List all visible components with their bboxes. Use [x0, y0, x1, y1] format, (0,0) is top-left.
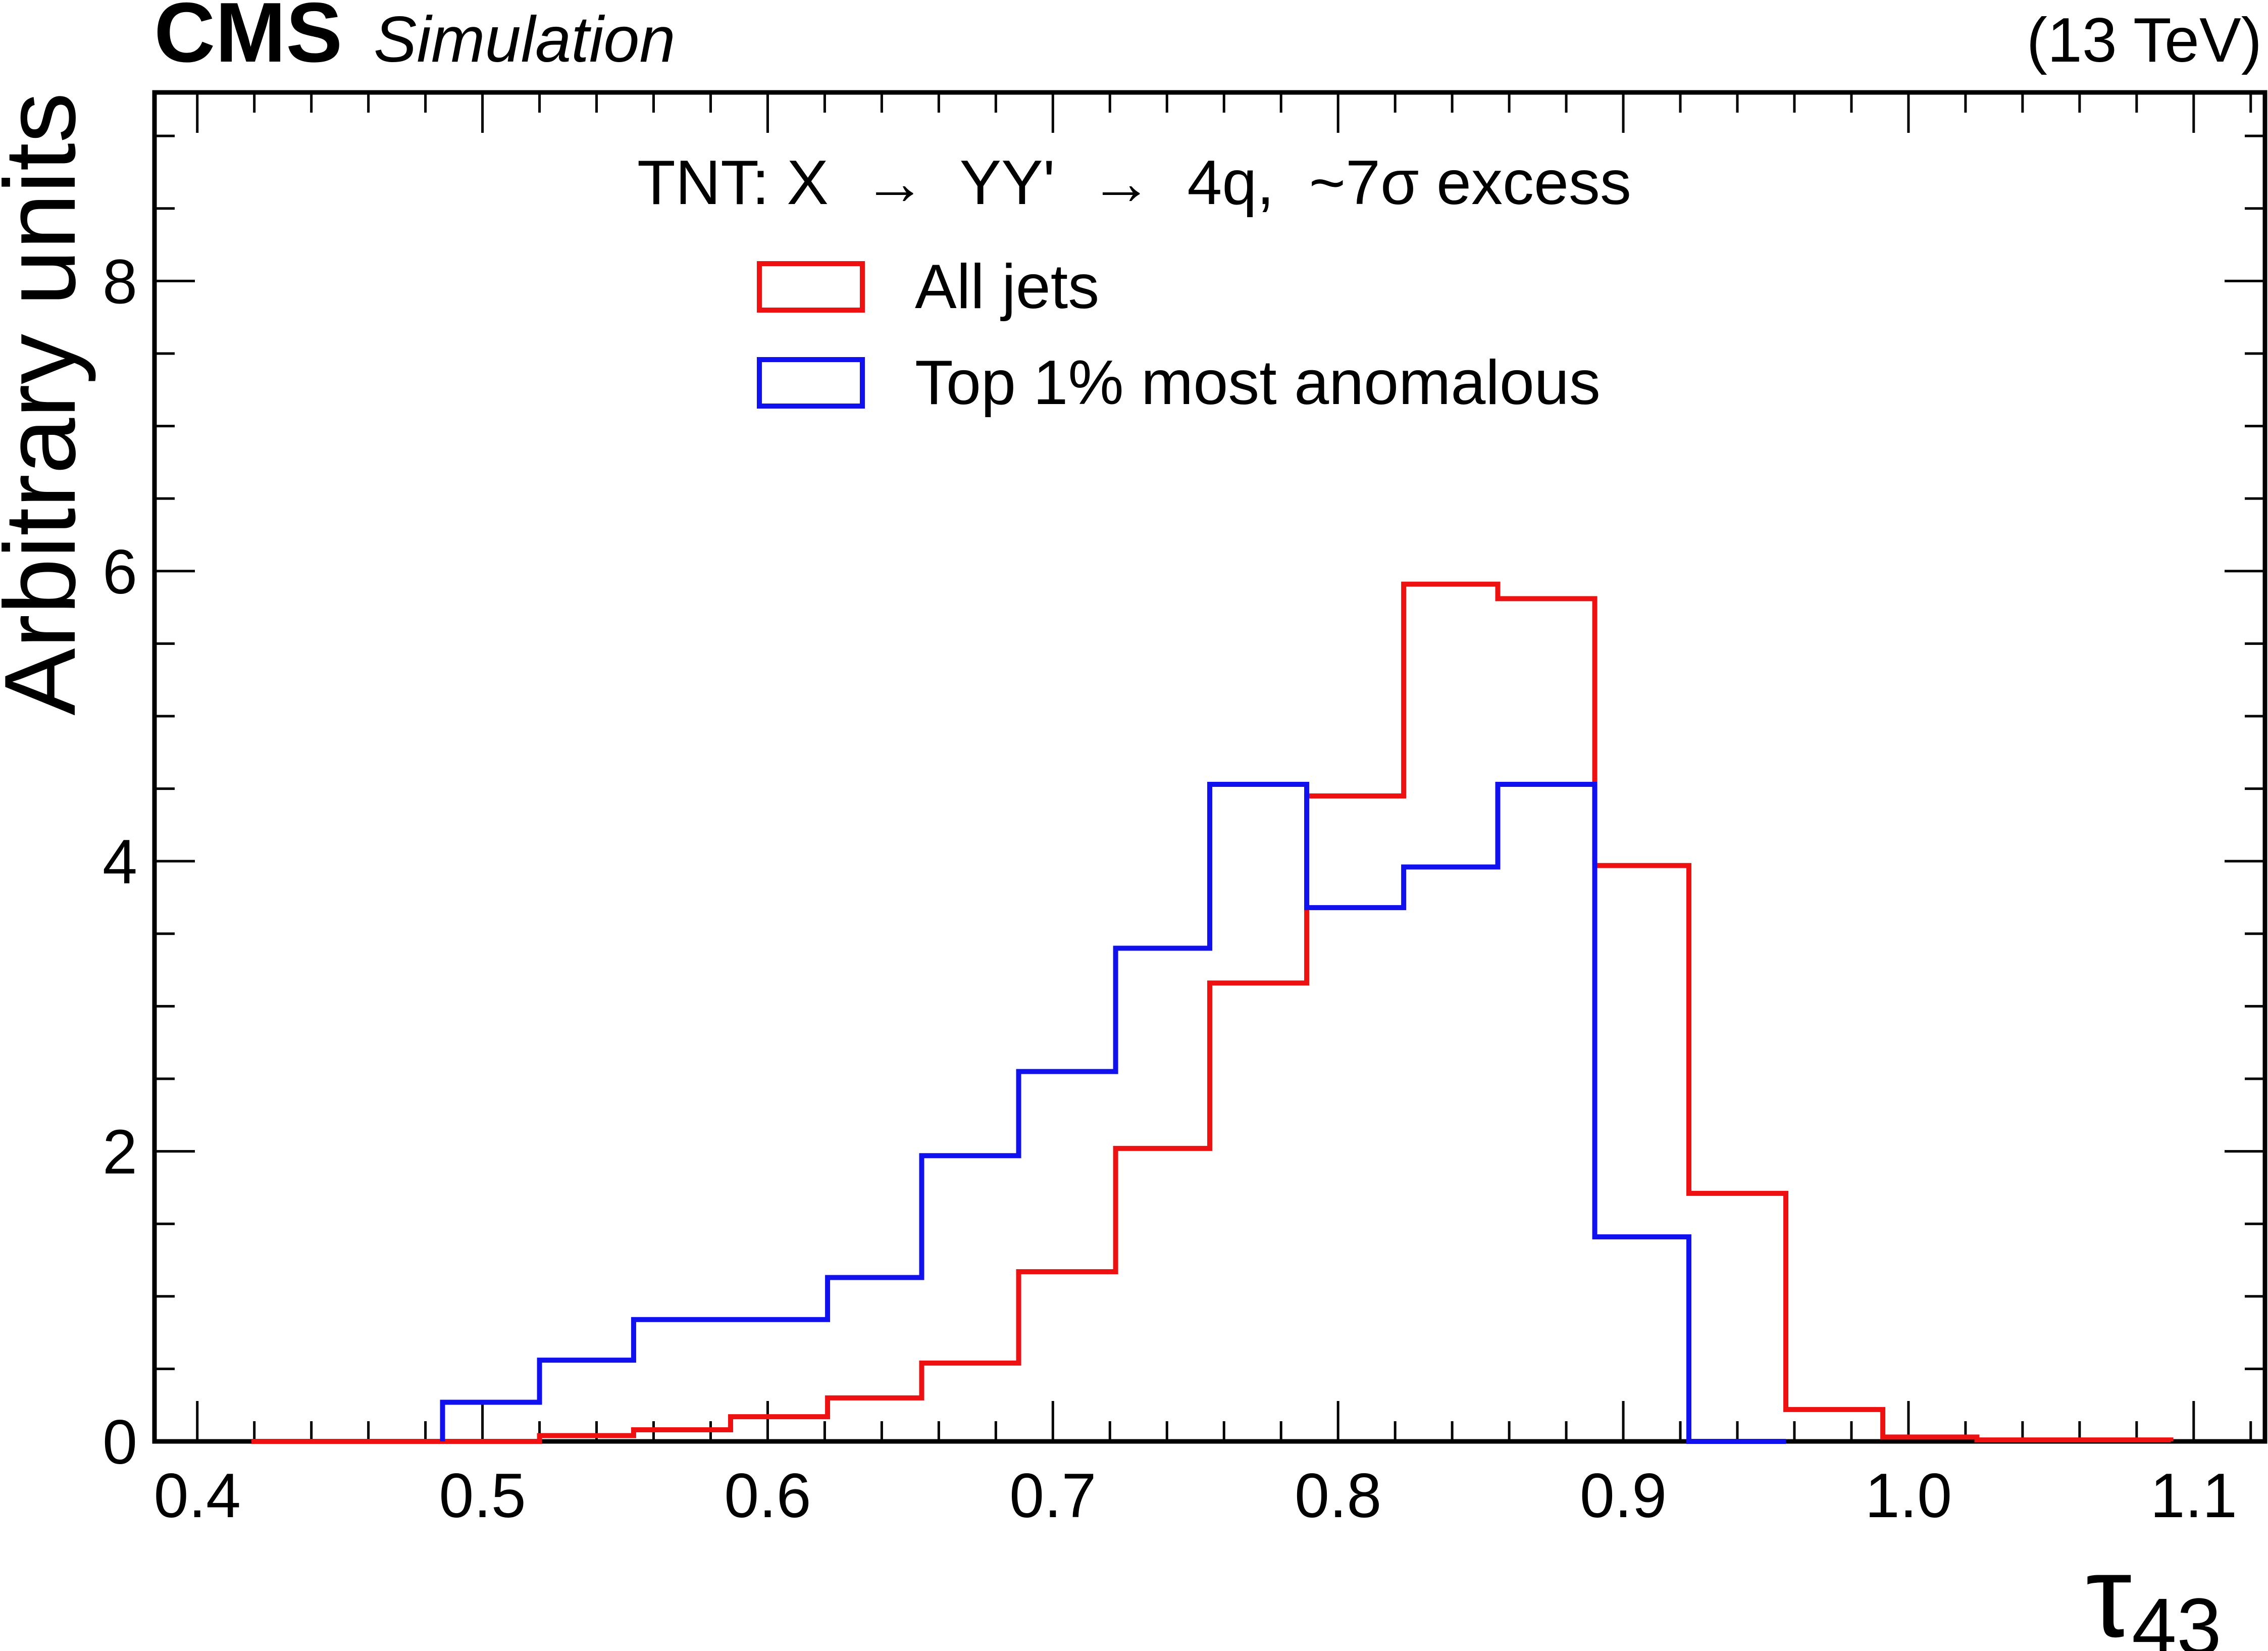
x-axis-title: τ43 — [2086, 1531, 2222, 1651]
legend-title: TNT: X → YY' → 4q, ~7σ excess — [637, 148, 1631, 218]
x-axis-subscript: 43 — [2132, 1581, 2222, 1651]
plot-frame — [152, 90, 2267, 1444]
y-tick-label: 4 — [102, 827, 137, 897]
axis-ticks — [154, 92, 2265, 1443]
x-axis-symbol: τ — [2086, 1531, 2132, 1651]
y-tick-label: 0 — [102, 1408, 137, 1477]
x-tick-label: 0.5 — [439, 1461, 526, 1531]
histogram-top-1pct — [440, 781, 1786, 1444]
x-tick-label: 0.9 — [1580, 1461, 1667, 1531]
x-tick-label: 0.4 — [154, 1461, 241, 1531]
experiment-label: CMS — [154, 0, 342, 80]
y-tick-label: 8 — [102, 247, 137, 317]
y-tick-label: 6 — [102, 537, 137, 607]
x-tick-label: 1.1 — [2150, 1461, 2237, 1531]
x-tick-label: 0.8 — [1295, 1461, 1381, 1531]
x-tick-label: 0.6 — [724, 1461, 811, 1531]
simulation-label: Simulation — [374, 4, 676, 76]
energy-label: (13 TeV) — [2027, 6, 2262, 75]
legend-swatch-all-jets — [757, 261, 865, 313]
y-axis-title: Arbitrary units — [0, 92, 96, 716]
y-tick-labels: 0 2 4 6 8 — [102, 247, 137, 1477]
x-tick-labels: 0.4 0.5 0.6 0.7 0.8 0.9 1.0 1.1 — [154, 1461, 2237, 1531]
legend-label-all-jets: All jets — [915, 252, 1099, 322]
legend-swatch-top-1pct — [757, 357, 865, 409]
histogram-all-jets — [251, 581, 2174, 1444]
x-tick-label: 1.0 — [1865, 1461, 1952, 1531]
legend-label-top-1pct: Top 1% most anomalous — [915, 348, 1601, 418]
x-tick-label: 0.7 — [1009, 1461, 1096, 1531]
y-tick-label: 2 — [102, 1118, 137, 1187]
